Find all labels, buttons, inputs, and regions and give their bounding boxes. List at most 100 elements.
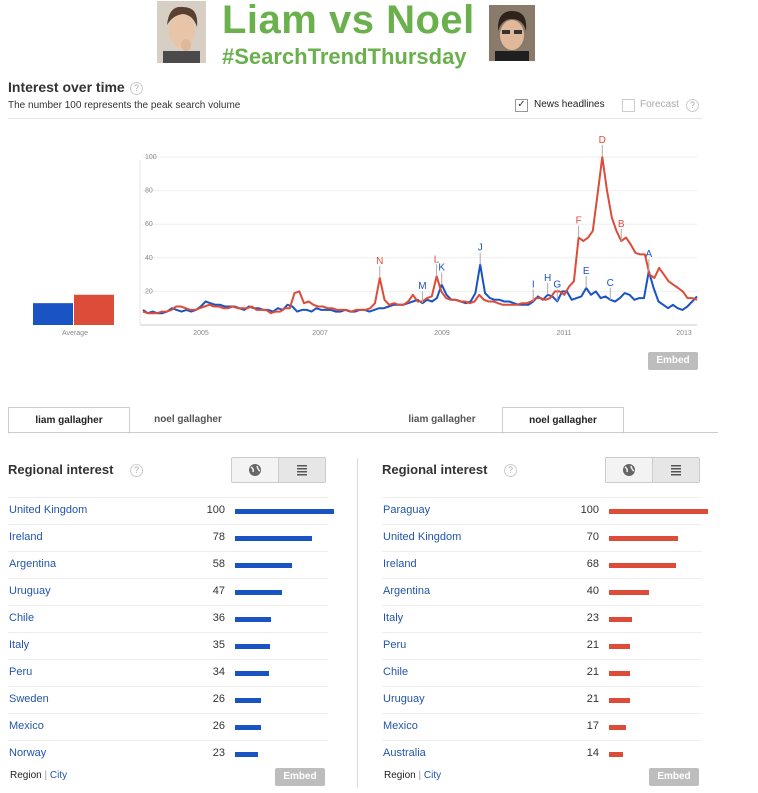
list-item[interactable]: Peru 21	[382, 632, 702, 660]
map-view-button[interactable]	[232, 458, 278, 482]
panel-divider	[357, 458, 358, 788]
region-bar	[235, 644, 270, 649]
list-item[interactable]: Uruguay 21	[382, 686, 702, 714]
region-bar	[235, 509, 334, 514]
region-value: 100	[206, 504, 225, 516]
region-bar	[609, 644, 630, 649]
news-headlines-checkbox[interactable]: ✓	[515, 99, 528, 112]
regional-help-icon-right[interactable]: ?	[504, 464, 517, 477]
region-name[interactable]: Argentina	[383, 585, 431, 597]
list-item[interactable]: United Kingdom 70	[382, 524, 702, 552]
region-name[interactable]: Sweden	[9, 693, 49, 705]
region-name[interactable]: Ireland	[383, 558, 417, 570]
list-item[interactable]: Australia 14	[382, 740, 702, 768]
tab-noel-left[interactable]: noel gallagher	[154, 414, 222, 425]
region-name[interactable]: Peru	[383, 639, 407, 651]
chart-header-divider	[8, 118, 702, 119]
news-marker: G	[553, 279, 561, 290]
list-item[interactable]: Sweden 26	[8, 686, 328, 714]
region-bar	[609, 752, 623, 757]
list-item[interactable]: Peru 34	[8, 659, 328, 687]
chart-embed-button[interactable]: Embed	[648, 352, 698, 370]
list-item[interactable]: Chile 21	[382, 659, 702, 687]
forecast-help-icon[interactable]: ?	[686, 99, 699, 112]
region-name[interactable]: Norway	[9, 747, 47, 759]
region-bar	[609, 725, 626, 730]
region-name[interactable]: Chile	[383, 666, 409, 678]
view-toggle-right	[605, 457, 700, 483]
region-value: 26	[212, 720, 225, 732]
news-marker: B	[618, 219, 625, 230]
average-bar	[33, 303, 73, 325]
list-item[interactable]: Mexico 26	[8, 713, 328, 741]
list-item[interactable]: Norway 23	[8, 740, 328, 768]
list-item[interactable]: Ireland 68	[382, 551, 702, 579]
tab-liam-right[interactable]: liam gallagher	[408, 414, 476, 425]
region-name[interactable]: Chile	[9, 612, 35, 624]
liam-photo	[157, 1, 206, 63]
x-tick-label: 2009	[434, 330, 450, 337]
city-toggle[interactable]: City	[49, 770, 68, 781]
list-item[interactable]: Uruguay 47	[8, 578, 328, 606]
y-tick-label: 80	[145, 188, 153, 195]
tab-liam-left[interactable]: liam gallagher	[8, 407, 130, 434]
region-toggle[interactable]: Region	[10, 770, 42, 781]
region-name[interactable]: Paraguay	[383, 504, 431, 516]
region-value: 78	[212, 531, 225, 543]
list-item[interactable]: Italy 23	[382, 605, 702, 633]
series-line	[142, 156, 698, 315]
list-item[interactable]: United Kingdom 100	[8, 497, 334, 525]
region-name[interactable]: Italy	[383, 612, 404, 624]
region-bar	[609, 536, 678, 541]
region-value: 70	[586, 531, 599, 543]
list-item[interactable]: Paraguay 100	[382, 497, 708, 525]
region-name[interactable]: Mexico	[9, 720, 44, 732]
news-marker: C	[607, 278, 614, 289]
tab-noel-right[interactable]: noel gallagher	[502, 407, 624, 434]
list-item[interactable]: Italy 35	[8, 632, 328, 660]
regional-help-icon-left[interactable]: ?	[130, 464, 143, 477]
region-name[interactable]: United Kingdom	[383, 531, 462, 543]
region-name[interactable]: Mexico	[383, 720, 418, 732]
region-name[interactable]: Uruguay	[383, 693, 425, 705]
region-toggle[interactable]: Region	[384, 770, 416, 781]
region-value: 23	[212, 747, 225, 759]
tabs-baseline	[8, 432, 718, 433]
page-title: Liam vs Noel	[222, 0, 475, 42]
news-marker: H	[544, 273, 551, 284]
region-name[interactable]: Argentina	[9, 558, 57, 570]
list-item[interactable]: Ireland 78	[8, 524, 328, 552]
region-name[interactable]: Peru	[9, 666, 33, 678]
region-name[interactable]: Uruguay	[9, 585, 51, 597]
forecast-checkbox[interactable]	[622, 99, 635, 112]
region-bar	[609, 563, 676, 568]
region-value: 14	[586, 747, 599, 759]
region-name[interactable]: Australia	[383, 747, 426, 759]
news-marker: L	[434, 254, 440, 265]
region-name[interactable]: Ireland	[9, 531, 43, 543]
news-marker: M	[418, 281, 426, 292]
region-value: 21	[586, 639, 599, 651]
list-view-button[interactable]	[653, 458, 699, 482]
region-bar	[235, 563, 292, 568]
news-marker: E	[583, 266, 590, 277]
x-tick-label: 2007	[312, 330, 328, 337]
help-icon[interactable]: ?	[130, 82, 143, 95]
list-view-button[interactable]	[279, 458, 325, 482]
list-item[interactable]: Chile 36	[8, 605, 328, 633]
list-item[interactable]: Mexico 17	[382, 713, 702, 741]
regional-embed-button-right[interactable]: Embed	[649, 768, 699, 786]
x-tick-label: 2013	[676, 330, 692, 337]
news-marker: J	[478, 243, 483, 254]
region-bar	[609, 617, 632, 622]
regional-embed-button-left[interactable]: Embed	[275, 768, 325, 786]
map-view-button[interactable]	[606, 458, 652, 482]
region-name[interactable]: United Kingdom	[9, 504, 88, 516]
city-toggle[interactable]: City	[423, 770, 442, 781]
noel-photo	[489, 5, 535, 61]
region-name[interactable]: Italy	[9, 639, 30, 651]
list-item[interactable]: Argentina 40	[382, 578, 702, 606]
region-bar	[609, 509, 708, 514]
list-item[interactable]: Argentina 58	[8, 551, 328, 579]
y-tick-label: 40	[145, 255, 153, 262]
